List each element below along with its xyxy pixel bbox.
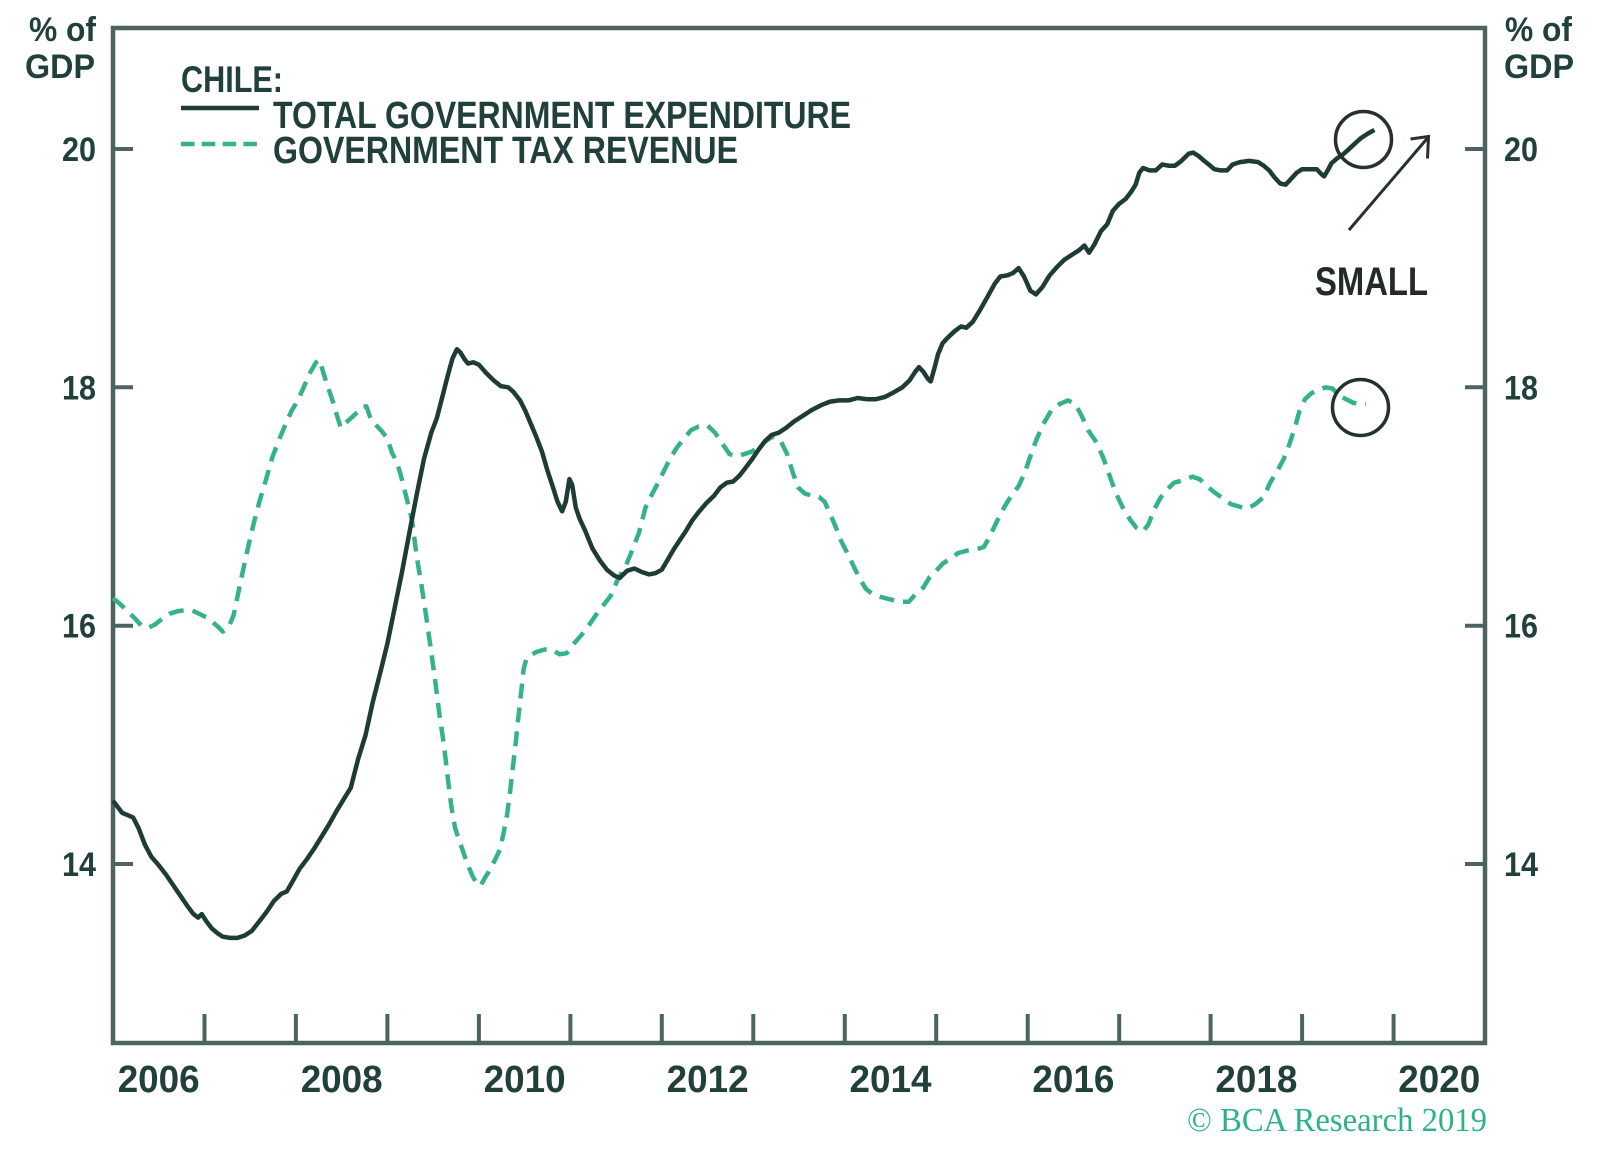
svg-text:20: 20	[62, 131, 96, 169]
svg-text:TOTAL GOVERNMENT EXPENDITURE: TOTAL GOVERNMENT EXPENDITURE	[273, 95, 851, 137]
svg-text:2010: 2010	[484, 1059, 566, 1101]
svg-text:16: 16	[62, 608, 96, 646]
svg-text:GDP: GDP	[25, 48, 95, 86]
svg-text:16: 16	[1504, 608, 1538, 646]
svg-text:2020: 2020	[1398, 1059, 1480, 1101]
svg-text:% of: % of	[1505, 11, 1573, 49]
svg-text:14: 14	[62, 846, 96, 884]
svg-text:© BCA Research 2019: © BCA Research 2019	[1187, 1102, 1487, 1139]
svg-text:2014: 2014	[850, 1059, 932, 1101]
svg-text:2016: 2016	[1032, 1059, 1114, 1101]
svg-text:GOVERNMENT TAX REVENUE: GOVERNMENT TAX REVENUE	[273, 130, 738, 172]
svg-text:2012: 2012	[667, 1059, 749, 1101]
svg-text:20: 20	[1504, 131, 1538, 169]
svg-text:2006: 2006	[118, 1059, 200, 1101]
svg-text:% of: % of	[29, 11, 97, 49]
svg-text:18: 18	[1504, 369, 1538, 407]
svg-text:2008: 2008	[301, 1059, 383, 1101]
svg-text:GDP: GDP	[1504, 48, 1574, 86]
svg-text:18: 18	[62, 369, 96, 407]
svg-text:CHILE:: CHILE:	[181, 59, 283, 100]
svg-text:14: 14	[1504, 846, 1538, 884]
svg-text:SMALL: SMALL	[1315, 260, 1428, 304]
svg-text:2018: 2018	[1215, 1059, 1297, 1101]
